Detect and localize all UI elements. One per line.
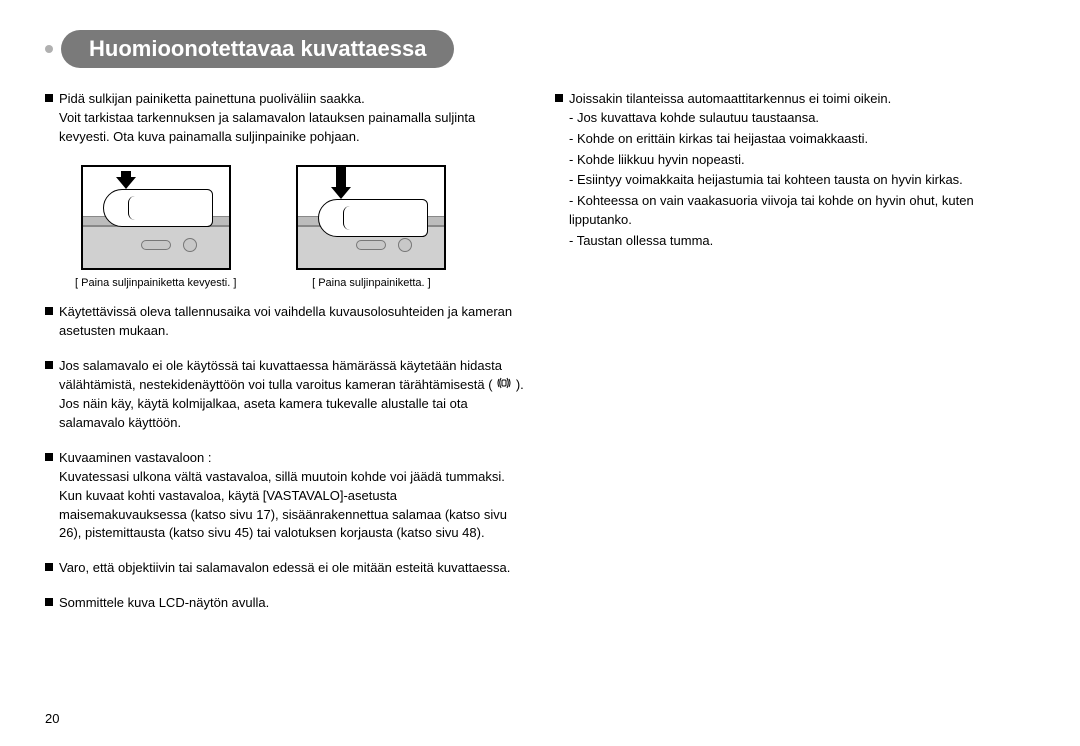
- right-bullet-1-text: Joissakin tilanteissa automaattitarkennu…: [569, 90, 1035, 253]
- figure-1: [ Paina suljinpainiketta kevyesti. ]: [75, 165, 236, 292]
- bullet-3: Jos salamavalo ei ole käytössä tai kuvat…: [45, 357, 525, 433]
- title-dot: [45, 45, 53, 53]
- bullet-4-text: Kuvaaminen vastavaloon : Kuvatessasi ulk…: [59, 449, 525, 543]
- right-b1-head: Joissakin tilanteissa automaattitarkennu…: [569, 91, 891, 106]
- sub-3: - Kohde liikkuu hyvin nopeasti.: [569, 151, 1035, 170]
- bullet-1-line1: Pidä sulkijan painiketta painettuna puol…: [59, 91, 365, 106]
- bullet-4-body: Kuvatessasi ulkona vältä vastavaloa, sil…: [59, 469, 507, 541]
- sub-6: - Taustan ollessa tumma.: [569, 232, 1035, 251]
- bullet-icon: [45, 453, 53, 461]
- bullet-2-text: Käytettävissä oleva tallennusaika voi va…: [59, 303, 525, 341]
- bullet-icon: [45, 361, 53, 369]
- bullet-6-text: Sommittele kuva LCD-näytön avulla.: [59, 594, 525, 613]
- figure-1-box: [81, 165, 231, 270]
- bullet-icon: [555, 94, 563, 102]
- sub-1: - Jos kuvattava kohde sulautuu taustaans…: [569, 109, 1035, 128]
- bullet-icon: [45, 598, 53, 606]
- page-title: Huomioonotettavaa kuvattaessa: [61, 30, 454, 68]
- sub-4: - Esiintyy voimakkaita heijastumia tai k…: [569, 171, 1035, 190]
- bullet-2: Käytettävissä oleva tallennusaika voi va…: [45, 303, 525, 341]
- figure-2-box: [296, 165, 446, 270]
- sub-5: - Kohteessa on vain vaakasuoria viivoja …: [569, 192, 1035, 230]
- title-bar: Huomioonotettavaa kuvattaessa: [45, 30, 1035, 68]
- right-column: Joissakin tilanteissa automaattitarkennu…: [555, 90, 1035, 629]
- sub-2: - Kohde on erittäin kirkas tai heijastaa…: [569, 130, 1035, 149]
- bullet-5: Varo, että objektiivin tai salamavalon e…: [45, 559, 525, 578]
- bullet-6: Sommittele kuva LCD-näytön avulla.: [45, 594, 525, 613]
- shake-icon: [496, 376, 512, 395]
- figure-1-caption: [ Paina suljinpainiketta kevyesti. ]: [75, 276, 236, 292]
- bullet-3-part-b: ).: [516, 377, 524, 392]
- bullet-4-head: Kuvaaminen vastavaloon :: [59, 450, 211, 465]
- bullet-1-line2: Voit tarkistaa tarkennuksen ja salamaval…: [59, 110, 475, 144]
- page-number: 20: [45, 711, 59, 726]
- content-columns: Pidä sulkijan painiketta painettuna puol…: [45, 90, 1035, 629]
- bullet-1: Pidä sulkijan painiketta painettuna puol…: [45, 90, 525, 147]
- bullet-icon: [45, 94, 53, 102]
- bullet-icon: [45, 563, 53, 571]
- figure-2-caption: [ Paina suljinpainiketta. ]: [312, 276, 431, 292]
- bullet-1-text: Pidä sulkijan painiketta painettuna puol…: [59, 90, 525, 147]
- bullet-3-part-c: Jos näin käy, käytä kolmijalkaa, aseta k…: [59, 396, 468, 430]
- figure-2: [ Paina suljinpainiketta. ]: [296, 165, 446, 292]
- sub-list: - Jos kuvattava kohde sulautuu taustaans…: [569, 109, 1035, 251]
- right-bullet-1: Joissakin tilanteissa automaattitarkennu…: [555, 90, 1035, 253]
- bullet-icon: [45, 307, 53, 315]
- bullet-5-text: Varo, että objektiivin tai salamavalon e…: [59, 559, 525, 578]
- bullet-3-part-a: Jos salamavalo ei ole käytössä tai kuvat…: [59, 358, 502, 392]
- bullet-3-text: Jos salamavalo ei ole käytössä tai kuvat…: [59, 357, 525, 433]
- bullet-4: Kuvaaminen vastavaloon : Kuvatessasi ulk…: [45, 449, 525, 543]
- left-column: Pidä sulkijan painiketta painettuna puol…: [45, 90, 525, 629]
- figures-row: [ Paina suljinpainiketta kevyesti. ]: [75, 165, 525, 292]
